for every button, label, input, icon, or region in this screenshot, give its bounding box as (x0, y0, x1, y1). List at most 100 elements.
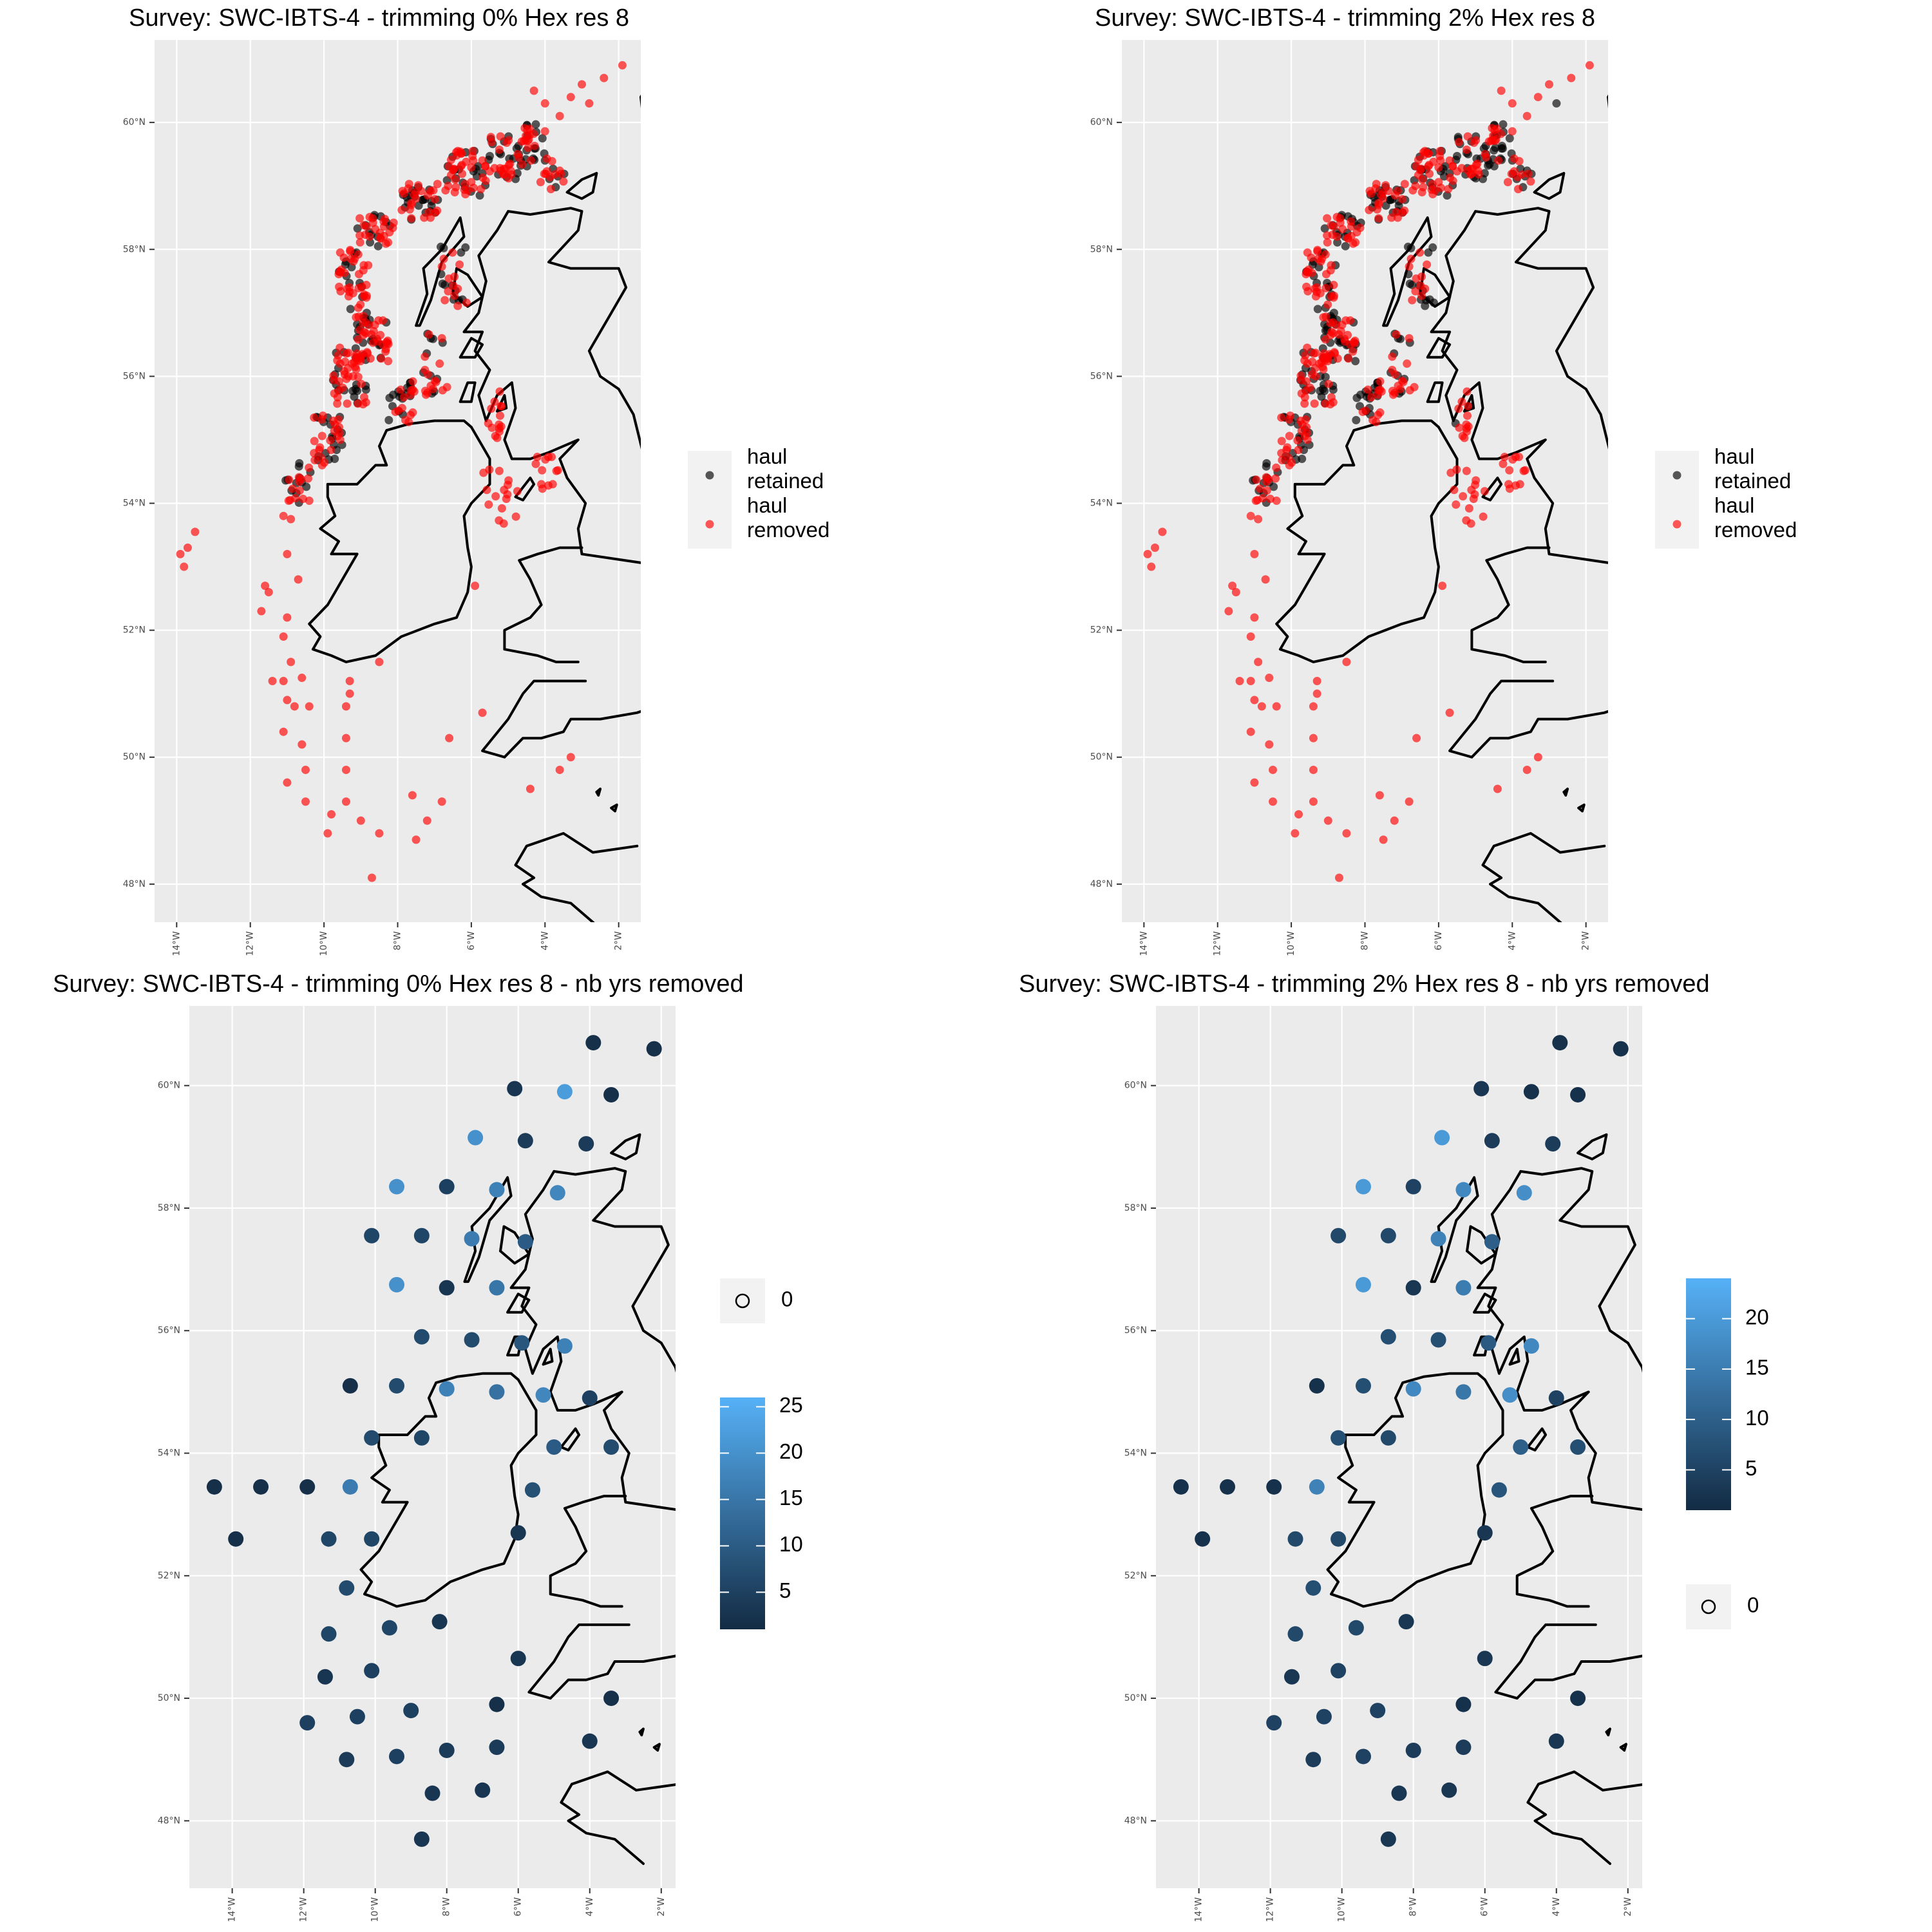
point-haul-removed (1308, 357, 1317, 366)
point-haul-removed (1296, 416, 1305, 425)
point-haul-removed (503, 490, 512, 499)
point-haul-removed (1321, 312, 1331, 321)
point-haul-removed (523, 126, 532, 135)
hex-point (1523, 1084, 1539, 1100)
x-tick-label: 8°W (442, 1897, 452, 1917)
point-haul-removed (488, 423, 497, 432)
x-tick-label: 4°W (585, 1897, 595, 1917)
point-haul-removed (526, 784, 535, 793)
hex-point (1434, 1130, 1450, 1146)
point-haul-removed (381, 345, 390, 354)
hex-point (349, 1709, 365, 1725)
point-haul-removed (1262, 477, 1271, 486)
point-haul-removed (566, 93, 575, 102)
point-haul-removed (299, 495, 308, 504)
legend-label: haul (747, 444, 787, 468)
point-haul-removed (1405, 334, 1414, 343)
point-haul-removed (529, 86, 538, 95)
point-haul-removed (547, 453, 556, 462)
coast-line (359, 1372, 538, 1608)
point-haul-removed (1452, 465, 1461, 474)
colorbar-tick-label: 10 (1745, 1406, 1769, 1430)
point-haul-removed (318, 411, 327, 420)
coast-line (1326, 1372, 1504, 1608)
point-haul-retained (436, 242, 445, 251)
point-haul-removed (462, 298, 471, 307)
point-haul-removed (490, 397, 499, 406)
point-haul-removed (1408, 186, 1417, 195)
point-haul-removed (540, 127, 549, 136)
legend-label: removed (747, 518, 829, 542)
coast-line (560, 1427, 581, 1452)
hex-point (1502, 1387, 1518, 1403)
point-haul-retained (427, 201, 436, 210)
coast-line (1526, 1427, 1548, 1452)
point-haul-removed (450, 188, 459, 197)
point-haul-removed (191, 527, 200, 536)
point-haul-removed (1408, 296, 1417, 305)
point-haul-removed (315, 446, 324, 455)
point-haul-removed (1388, 386, 1397, 395)
y-tick-label: 58°N (123, 244, 146, 254)
point-haul-removed (1372, 180, 1381, 189)
point-haul-removed (356, 300, 365, 309)
point-haul-removed (1302, 282, 1311, 291)
data-points (1173, 1035, 1629, 1847)
point-haul-removed (1305, 383, 1314, 392)
point-haul-removed (1327, 261, 1336, 270)
point-haul-removed (446, 155, 455, 164)
point-haul-removed (1250, 696, 1259, 705)
hex-point (299, 1479, 316, 1495)
point-haul-removed (484, 500, 493, 509)
point-haul-removed (1312, 689, 1321, 698)
point-haul-removed (1434, 178, 1443, 187)
hex-point (556, 1338, 573, 1354)
hex-point (1370, 1703, 1386, 1719)
hex-point (549, 1185, 565, 1201)
hex-point (317, 1669, 333, 1685)
point-haul-removed (1462, 516, 1471, 525)
point-haul-retained (1452, 151, 1461, 160)
point-haul-removed (1452, 500, 1461, 509)
point-haul-removed (1417, 291, 1426, 300)
x-tick-label: 8°W (1408, 1897, 1419, 1917)
hex-point (1331, 1227, 1347, 1244)
y-tick-label: 60°N (1124, 1081, 1147, 1091)
point-haul-removed (1508, 455, 1517, 464)
point-haul-removed (1269, 765, 1278, 774)
hex-point (1491, 1482, 1507, 1498)
legend-key-point (1701, 1599, 1716, 1615)
point-haul-removed (301, 765, 310, 774)
coast-line (1605, 1727, 1611, 1737)
point-haul-removed (1303, 343, 1312, 352)
point-haul-removed (1311, 372, 1320, 381)
point-haul-removed (1251, 497, 1260, 506)
hex-point (1477, 1525, 1493, 1541)
point-haul-removed (1515, 453, 1524, 462)
coast-line (1649, 1037, 1663, 1092)
map-panel-1: Survey: SWC-IBTS-4 - trimming 0% Hex res… (123, 5, 830, 956)
point-haul-removed (1277, 437, 1286, 446)
point-haul-removed (530, 142, 539, 151)
y-tick-label: 52°N (158, 1571, 180, 1581)
point-haul-removed (363, 348, 372, 357)
point-haul-removed (467, 178, 476, 187)
point-haul-removed (1291, 829, 1300, 838)
point-haul-removed (600, 73, 609, 82)
point-haul-removed (407, 200, 416, 209)
coast-line (459, 337, 484, 359)
point-haul-removed (1421, 284, 1430, 293)
point-haul-removed (495, 516, 504, 525)
point-haul-removed (513, 487, 522, 496)
coast-line (509, 1167, 676, 1511)
point-haul-removed (1338, 225, 1347, 234)
point-haul-removed (359, 327, 368, 336)
point-haul-removed (290, 494, 299, 503)
point-haul-removed (343, 364, 352, 373)
point-haul-removed (1379, 835, 1388, 844)
point-haul-removed (536, 178, 545, 187)
hex-point (1316, 1709, 1332, 1725)
y-tick-label: 54°N (1090, 498, 1113, 508)
panel-title: Survey: SWC-IBTS-4 - trimming 2% Hex res… (1019, 971, 1710, 998)
